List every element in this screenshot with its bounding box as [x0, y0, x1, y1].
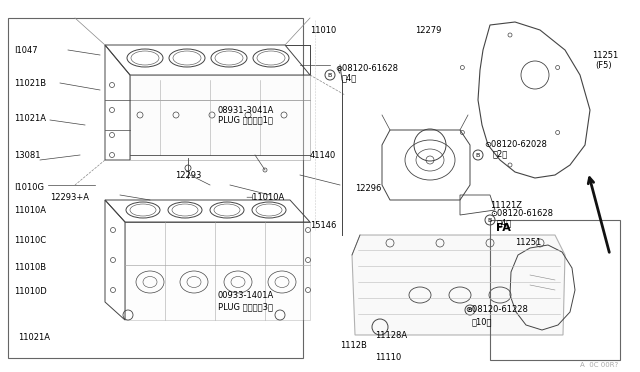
Text: 11251: 11251	[592, 51, 618, 60]
Text: PLUG ブラグ（1）: PLUG ブラグ（1）	[218, 115, 273, 125]
Text: FA: FA	[496, 223, 511, 233]
Text: 11010C: 11010C	[14, 235, 46, 244]
Text: 1112B: 1112B	[340, 340, 367, 350]
Text: 12293+A: 12293+A	[50, 192, 89, 202]
Text: B: B	[468, 308, 472, 312]
Text: I1047: I1047	[14, 45, 38, 55]
Text: PLUG ブラグ（3）: PLUG ブラグ（3）	[218, 302, 273, 311]
Text: （4）: （4）	[342, 74, 357, 83]
Polygon shape	[352, 235, 565, 335]
Text: 41140: 41140	[310, 151, 336, 160]
Text: 11021A: 11021A	[18, 333, 50, 341]
Text: (F5): (F5)	[595, 61, 612, 70]
Text: 11010: 11010	[310, 26, 336, 35]
Text: 12296: 12296	[355, 183, 381, 192]
Text: （2）: （2）	[493, 150, 508, 158]
Text: 00933-1401A: 00933-1401A	[218, 291, 275, 299]
Text: B: B	[488, 218, 492, 222]
Polygon shape	[125, 222, 310, 320]
Text: 15146: 15146	[310, 221, 337, 230]
Text: 12293: 12293	[175, 170, 202, 180]
Text: ⊙08120-61228: ⊙08120-61228	[465, 305, 528, 314]
Text: ⊙08120-61628: ⊙08120-61628	[490, 208, 553, 218]
Text: （4）: （4）	[497, 218, 512, 228]
Text: 13081: 13081	[14, 151, 40, 160]
Text: 11021B: 11021B	[14, 78, 46, 87]
Text: （10）: （10）	[472, 317, 493, 327]
Text: B: B	[328, 73, 332, 77]
Text: ⊙08120-62028: ⊙08120-62028	[484, 140, 547, 148]
Text: 11010A: 11010A	[14, 205, 46, 215]
Text: A  0C 00R?: A 0C 00R?	[580, 362, 618, 368]
Text: 11128A: 11128A	[375, 330, 407, 340]
Text: 11121Z: 11121Z	[490, 201, 522, 209]
Text: I1010G: I1010G	[14, 183, 44, 192]
Text: ⊙08120-61628: ⊙08120-61628	[335, 64, 398, 73]
Text: 12279: 12279	[415, 26, 442, 35]
Text: 11010D: 11010D	[14, 288, 47, 296]
Polygon shape	[130, 75, 310, 160]
Text: ⊣11010A: ⊣11010A	[245, 192, 284, 202]
Text: B: B	[476, 153, 480, 157]
Text: 11021A: 11021A	[14, 113, 46, 122]
Text: 08931-3041A: 08931-3041A	[218, 106, 275, 115]
Text: 11110: 11110	[375, 353, 401, 362]
Text: 11251: 11251	[515, 237, 541, 247]
Text: 11010B: 11010B	[14, 263, 46, 273]
